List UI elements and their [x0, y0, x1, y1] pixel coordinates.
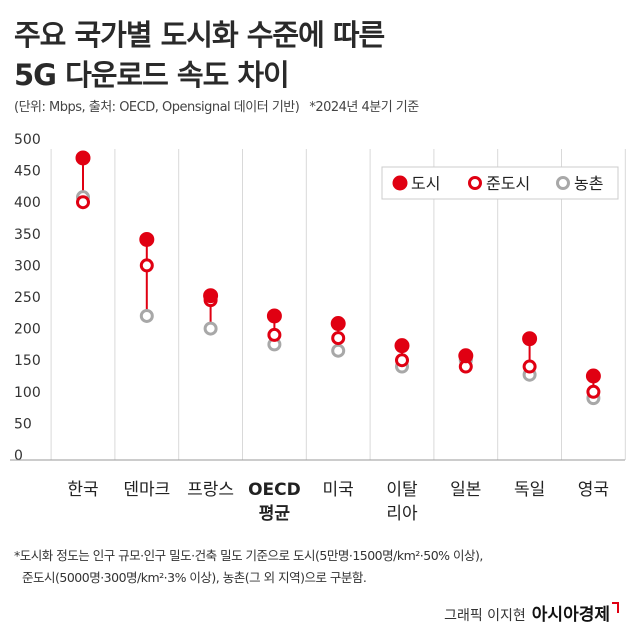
urban-point: [394, 338, 410, 354]
legend-semi-urban-text: 준도시: [486, 174, 530, 193]
y-tick-label: 500: [14, 132, 41, 148]
y-tick-label: 0: [14, 448, 23, 464]
subtitle-source: (단위: Mbps, 출처: OECD, Opensignal 데이터 기반): [14, 100, 300, 115]
urban-point: [522, 331, 538, 347]
legend-semi-urban-marker: [468, 176, 482, 190]
chart-subtitle: (단위: Mbps, 출처: OECD, Opensignal 데이터 기반) *…: [14, 96, 419, 115]
category-label: 리아: [386, 504, 418, 524]
y-tick-label: 150: [14, 353, 41, 369]
y-tick-label: 400: [14, 195, 41, 211]
subtitle-note: *2024년 4분기 기준: [309, 100, 419, 115]
y-tick-label: 450: [14, 164, 41, 180]
category-label: 미국: [323, 480, 354, 500]
semi-urban-point: [139, 258, 154, 273]
rural-point: [203, 321, 218, 336]
legend: 도시 준도시 농촌: [381, 166, 619, 200]
category-label: OECD: [248, 480, 301, 500]
chart-title-line2: 5G 다운로드 속도 차이: [14, 58, 290, 92]
category-label: 일본: [450, 480, 481, 500]
category-label: 프랑스: [187, 480, 234, 500]
semi-urban-point: [267, 327, 282, 342]
category-label: 평균: [259, 504, 291, 524]
category-label: 영국: [578, 480, 609, 500]
footnote-line1: *도시화 정도는 인구 규모·인구 밀도·건축 밀도 기준으로 도시(5만명·1…: [14, 548, 483, 563]
chart-title-line1: 주요 국가별 도시화 수준에 따른: [14, 18, 385, 52]
semi-urban-point: [331, 331, 346, 346]
footnote-line2: 준도시(5000명·300명/km²·3% 이상), 농촌(그 외 지역)으로 …: [22, 570, 367, 585]
semi-urban-point: [76, 195, 90, 210]
urban-point: [458, 348, 474, 364]
urban-point: [139, 231, 155, 247]
legend-urban-text: 도시: [411, 174, 440, 193]
legend-box: [381, 166, 619, 200]
y-tick-label: 200: [14, 322, 41, 338]
urban-point: [75, 150, 91, 166]
semi-urban-point: [586, 384, 601, 399]
category-label: 이탈: [386, 480, 418, 500]
credit: 그래픽 이지현 아시아경제: [444, 600, 619, 625]
dumbbell-chart: 0 50 100 150 200 250 300 350 400 450 500 한국 덴마크 프랑스 OE…: [10, 132, 626, 524]
legend-rural-text: 농촌: [574, 174, 603, 193]
urban-point: [330, 316, 346, 332]
brand-mark-icon: [612, 602, 619, 613]
category-label: 덴마크: [123, 480, 170, 500]
category-label: 독일: [514, 480, 545, 500]
urban-point: [266, 308, 282, 324]
y-tick-label: 300: [14, 258, 41, 274]
y-tick-label: 250: [14, 290, 41, 306]
rural-point: [139, 308, 154, 323]
semi-urban-point: [522, 359, 537, 374]
category-label: 한국: [67, 480, 98, 500]
brand-logo: 아시아경제: [531, 605, 610, 625]
legend-urban-marker: [392, 175, 408, 191]
y-tick-label: 100: [14, 385, 41, 401]
y-tick-label: 350: [14, 227, 41, 243]
urban-point: [203, 288, 219, 304]
urban-point: [585, 368, 601, 384]
rural-point: [331, 343, 346, 358]
y-tick-label: 50: [14, 416, 32, 432]
semi-urban-point: [395, 353, 409, 368]
legend-rural-marker: [556, 176, 570, 190]
credit-author: 그래픽 이지현: [444, 608, 526, 624]
